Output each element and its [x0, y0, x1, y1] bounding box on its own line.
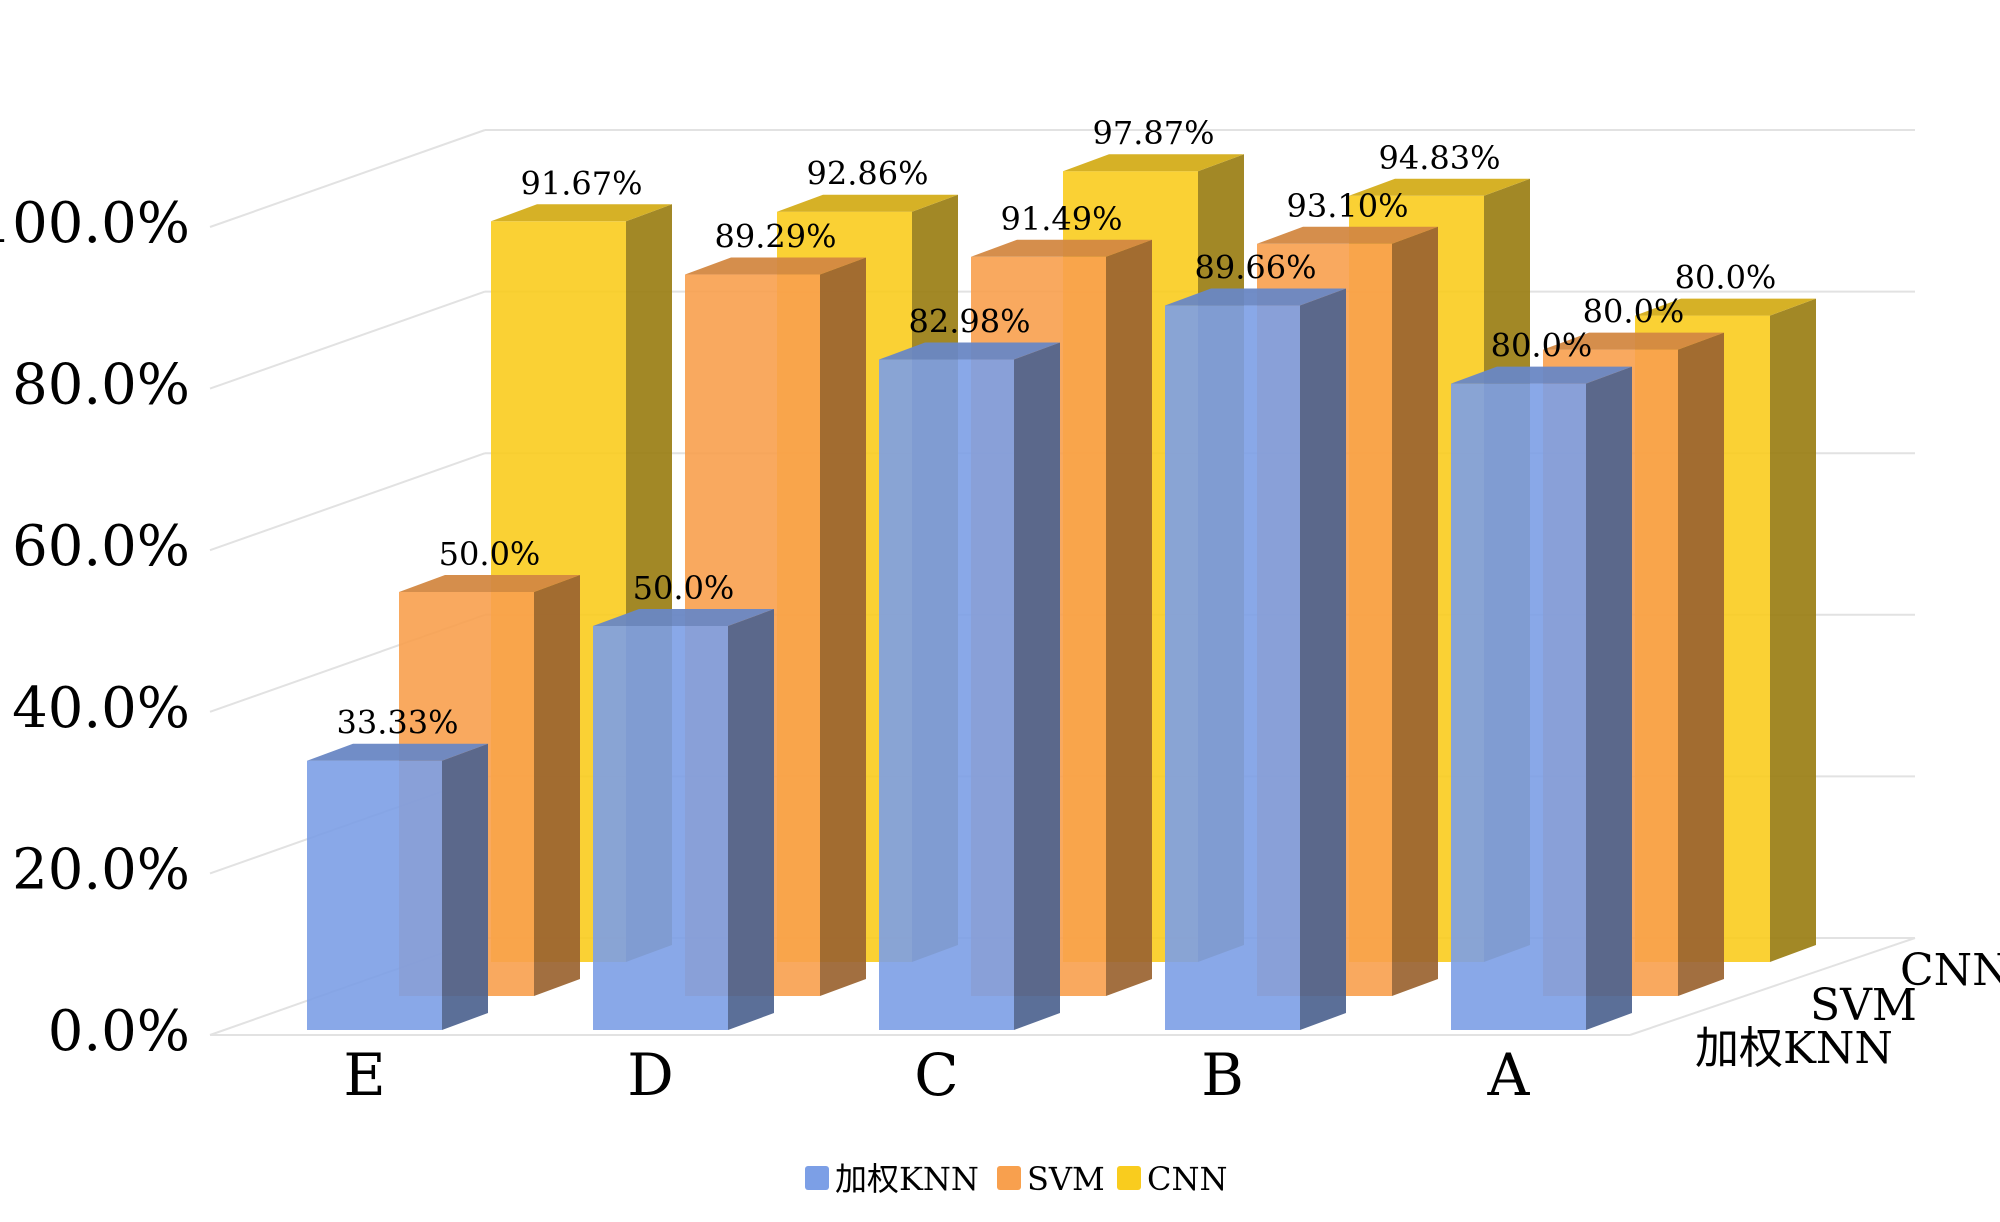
bar-加权KNN-D: 50.0% — [593, 569, 774, 1030]
data-label: 50.0% — [439, 535, 541, 573]
gridline-left-80 — [209, 290, 486, 390]
bar-top-face — [777, 194, 958, 212]
data-label: 93.10% — [1286, 187, 1408, 225]
y-tick-label: 60.0% — [12, 514, 190, 579]
bar-加权KNN-A: 80.0% — [1451, 327, 1632, 1031]
bar-front-face — [1451, 383, 1586, 1031]
bar-top-face — [685, 257, 866, 275]
data-label: 91.49% — [1000, 200, 1122, 238]
y-axis-ticks: 0.0% 20.0% 40.0% 60.0% 80.0% 100.0% — [0, 191, 190, 1064]
bar-side-face — [1586, 366, 1632, 1031]
bar-加权KNN-E: 33.33% — [307, 704, 488, 1030]
legend-item: SVM — [997, 1160, 1105, 1198]
bar-side-face — [1770, 298, 1816, 963]
bar-top-face — [1349, 178, 1530, 196]
floor-right-edge — [1629, 937, 1916, 1036]
bar-side-face — [442, 743, 488, 1030]
bar-side-face — [728, 609, 774, 1030]
y-tick-label: 80.0% — [12, 353, 190, 418]
bar-top-face — [307, 743, 488, 761]
y-tick-label: 0.0% — [48, 999, 190, 1064]
legend-label: SVM — [1027, 1160, 1105, 1198]
legend-item: CNN — [1117, 1160, 1227, 1198]
legend-item: 加权KNN — [805, 1160, 979, 1198]
data-label: 91.67% — [520, 164, 642, 202]
bar-side-face — [1678, 332, 1724, 997]
data-label: 33.33% — [336, 704, 458, 742]
bar-top-face — [1165, 288, 1346, 306]
bar-side-face — [1300, 288, 1346, 1030]
depth-axis-label: SVM — [1810, 980, 1917, 1031]
bar-加权KNN-B: 89.66% — [1165, 249, 1346, 1030]
bar-top-face — [491, 204, 672, 222]
data-label: 94.83% — [1378, 139, 1500, 177]
gridline-left-100 — [209, 129, 486, 228]
gridline-left-60 — [209, 452, 486, 552]
legend-label: CNN — [1147, 1160, 1227, 1198]
bar-top-face — [971, 239, 1152, 257]
data-label: 89.66% — [1194, 249, 1316, 287]
bar-top-face — [879, 342, 1060, 360]
data-label: 89.29% — [714, 218, 836, 256]
bar-top-face — [1543, 332, 1724, 350]
bar-front-face — [1165, 305, 1300, 1030]
bar-front-face — [593, 626, 728, 1030]
bar-top-face — [1635, 298, 1816, 316]
x-category-label: B — [1201, 1041, 1244, 1109]
depth-axis-label: 加权KNN — [1695, 1023, 1893, 1074]
data-label: 80.0% — [1491, 327, 1593, 365]
bars: 91.67% 92.86% 97.87% 94.83% 80.0% 50.0% 89.29%… — [307, 114, 1816, 1031]
y-tick-label: 20.0% — [12, 837, 190, 902]
bar-top-face — [399, 575, 580, 592]
legend: 加权KNN SVM CNN — [805, 1160, 1227, 1198]
data-label: 82.98% — [908, 303, 1030, 341]
bar-front-face — [307, 760, 442, 1030]
bar-front-face — [879, 359, 1014, 1030]
bar-top-face — [593, 609, 774, 626]
data-label: 80.0% — [1675, 259, 1777, 297]
bar-side-face — [820, 257, 866, 996]
x-category-label: D — [627, 1041, 674, 1109]
data-label: 80.0% — [1583, 293, 1685, 331]
legend-swatch — [997, 1166, 1021, 1190]
bar-side-face — [534, 575, 580, 996]
x-category-label: E — [343, 1041, 385, 1109]
bar-top-face — [1451, 366, 1632, 384]
y-tick-label: 40.0% — [12, 676, 190, 741]
data-label: 92.86% — [806, 155, 928, 193]
y-tick-label: 100.0% — [0, 191, 190, 256]
x-category-label: A — [1487, 1041, 1531, 1109]
bar-top-face — [1257, 226, 1438, 244]
data-label: 50.0% — [633, 569, 735, 607]
depth-axis-label: CNN — [1900, 945, 2000, 996]
legend-label: 加权KNN — [835, 1160, 979, 1198]
bar-加权KNN-C: 82.98% — [879, 303, 1060, 1030]
x-category-label: C — [914, 1041, 958, 1109]
legend-swatch — [805, 1166, 829, 1190]
bar-top-face — [1063, 154, 1244, 172]
bar-side-face — [1392, 226, 1438, 996]
bar-side-face — [1014, 342, 1060, 1030]
legend-swatch — [1117, 1166, 1141, 1190]
bar-side-face — [1106, 239, 1152, 996]
data-label: 97.87% — [1092, 114, 1214, 152]
